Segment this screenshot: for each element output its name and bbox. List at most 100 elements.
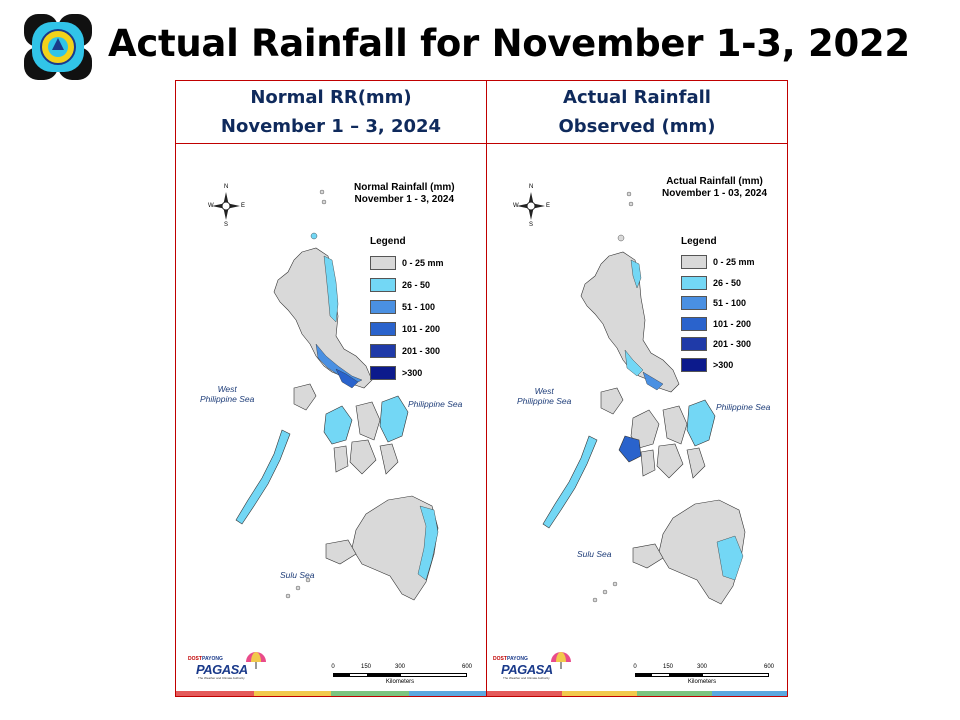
scale-tick: 0 xyxy=(633,664,637,670)
scale-tick: 150 xyxy=(662,664,674,670)
philippine-sea-label-left: Philippine Sea xyxy=(408,399,463,409)
pagasa-tagline: The Weather and Climate Authority xyxy=(198,676,245,680)
color-stripe-left xyxy=(176,691,486,696)
scale-tick: 300 xyxy=(696,664,708,670)
panel-divider-vertical xyxy=(486,81,487,696)
compass-n-right: N xyxy=(529,184,534,190)
left-header-line2: November 1 – 3, 2024 xyxy=(220,116,442,137)
right-map-title-line1: Actual Rainfall (mm) xyxy=(666,176,763,187)
legend-swatch xyxy=(370,256,396,270)
west-philippine-sea-label-left: West Philippine Sea xyxy=(200,384,254,404)
scale-bar-graphic xyxy=(635,673,769,677)
scale-tick: 600 xyxy=(461,664,473,670)
legend-item: >300 xyxy=(370,362,444,384)
pagasa-wordmark: PAGASA xyxy=(196,662,248,677)
legend-item: 101 - 200 xyxy=(681,314,755,335)
payong-label: PAYONG xyxy=(507,656,528,662)
legend-item: 26 - 50 xyxy=(681,273,755,294)
legend-title: Legend xyxy=(681,236,717,247)
legend-label: >300 xyxy=(402,368,423,378)
normal-rainfall-map: N S W E Normal Rainfall (mm) November 1 … xyxy=(176,144,486,696)
right-header-line2: Observed (mm) xyxy=(558,116,716,137)
legend-item: 101 - 200 xyxy=(370,318,444,340)
compass-rose-left xyxy=(212,192,240,220)
compass-e-right: E xyxy=(546,203,551,209)
actual-rainfall-map-graphic xyxy=(517,191,746,605)
legend-swatch xyxy=(681,255,707,270)
west-philippine-sea-label-right: West Philippine Sea xyxy=(517,386,571,406)
pagasa-brand-left: DOST PAYONG PAGASA The Weather and Clima… xyxy=(188,652,268,690)
umbrella-icon xyxy=(551,652,571,669)
scale-unit: Kilometers xyxy=(687,679,717,685)
legend-label: >300 xyxy=(713,359,734,370)
legend-swatch xyxy=(681,337,707,352)
legend-item: 201 - 300 xyxy=(681,334,755,355)
left-header-line1: Normal RR(mm) xyxy=(250,87,412,108)
header-divider xyxy=(176,143,787,144)
right-panel-header: Actual Rainfall Observed (mm) xyxy=(487,81,787,143)
dost-label: DOST xyxy=(188,656,202,662)
legend-swatch xyxy=(370,300,396,314)
pagasa-tagline: The Weather and Climate Authority xyxy=(503,676,550,680)
legend-item: 51 - 100 xyxy=(370,296,444,318)
legend-label: 0 - 25 mm xyxy=(713,257,755,268)
legend-swatch xyxy=(370,344,396,358)
legend-title: Legend xyxy=(370,236,406,247)
legend-label: 51 - 100 xyxy=(713,298,747,309)
legend-item: >300 xyxy=(681,355,755,376)
left-legend: Legend 0 - 25 mm 26 - 50 51 - 100 101 - … xyxy=(370,236,444,384)
legend-item: 0 - 25 mm xyxy=(370,252,444,274)
slide-title: Actual Rainfall for November 1-3, 2022 xyxy=(108,22,910,65)
legend-label: 201 - 300 xyxy=(713,339,752,350)
pagasa-logo xyxy=(24,14,92,80)
left-map-title-line2: November 1 - 3, 2024 xyxy=(354,194,455,205)
legend-label: 101 - 200 xyxy=(402,324,441,334)
scale-tick: 150 xyxy=(360,664,372,670)
legend-swatch xyxy=(681,316,707,331)
sulu-sea-label-right: Sulu Sea xyxy=(577,549,612,559)
legend-item: 0 - 25 mm xyxy=(681,252,755,273)
west-sea-line2: Philippine Sea xyxy=(517,396,572,406)
compass-s-left: S xyxy=(224,222,229,228)
compass-rose-right xyxy=(517,192,545,220)
scale-bar-right: 0 150 300 600 Kilometers xyxy=(633,664,774,690)
legend-swatch xyxy=(681,275,707,290)
umbrella-icon xyxy=(246,652,266,669)
compass-e-left: E xyxy=(241,203,246,209)
legend-item: 201 - 300 xyxy=(370,340,444,362)
compass-n-left: N xyxy=(224,184,229,190)
legend-label: 26 - 50 xyxy=(402,280,431,290)
legend-label: 26 - 50 xyxy=(713,277,742,288)
dost-label: DOST xyxy=(493,656,507,662)
actual-rainfall-map: N S W E Actual Rainfall (mm) November 1 … xyxy=(487,144,787,696)
philippine-sea-label-right: Philippine Sea xyxy=(716,402,771,412)
legend-swatch xyxy=(370,278,396,292)
compass-s-right: S xyxy=(529,222,534,228)
payong-label: PAYONG xyxy=(202,656,223,662)
left-map-title: Normal Rainfall (mm) November 1 - 3, 202… xyxy=(354,182,455,206)
scale-tick: 0 xyxy=(331,664,335,670)
right-legend: Legend 0 - 25 mm 26 - 50 51 - 100 101 - … xyxy=(681,236,755,375)
left-panel-header: Normal RR(mm) November 1 – 3, 2024 xyxy=(176,81,486,143)
west-sea-line1: West xyxy=(534,386,554,396)
left-map-title-line1: Normal Rainfall (mm) xyxy=(354,182,455,193)
legend-swatch xyxy=(370,366,396,380)
comparison-frame: Normal RR(mm) November 1 – 3, 2024 Actua… xyxy=(175,80,788,697)
color-stripe-right xyxy=(487,691,787,696)
normal-rainfall-map-graphic xyxy=(212,189,439,601)
legend-label: 0 - 25 mm xyxy=(402,258,444,268)
compass-w-right: W xyxy=(513,203,519,209)
right-map-title: Actual Rainfall (mm) November 1 - 03, 20… xyxy=(662,176,767,200)
legend-swatch xyxy=(681,296,707,311)
legend-item: 26 - 50 xyxy=(370,274,444,296)
scale-unit: Kilometers xyxy=(385,679,415,685)
pagasa-brand-right: DOST PAYONG PAGASA The Weather and Clima… xyxy=(493,652,573,690)
legend-label: 101 - 200 xyxy=(713,318,752,329)
legend-label: 201 - 300 xyxy=(402,346,441,356)
west-sea-line1: West xyxy=(217,384,237,394)
pagasa-wordmark: PAGASA xyxy=(501,662,553,677)
right-map-title-line2: November 1 - 03, 2024 xyxy=(662,188,768,199)
legend-item: 51 - 100 xyxy=(681,293,755,314)
right-header-line1: Actual Rainfall xyxy=(563,87,711,108)
legend-swatch xyxy=(370,322,396,336)
